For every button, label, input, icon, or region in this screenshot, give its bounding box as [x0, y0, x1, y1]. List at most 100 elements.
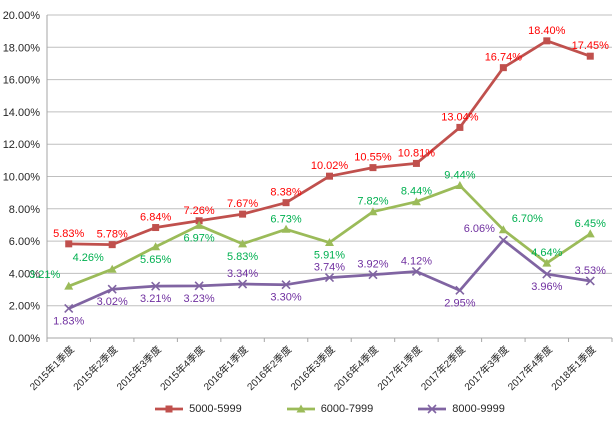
square-marker-icon: [586, 52, 594, 60]
data-label-6000-7999: 4.64%: [531, 247, 562, 259]
x-marker-icon: [194, 281, 204, 291]
data-label-5000-5999: 7.26%: [184, 205, 215, 217]
x-marker-icon: [151, 281, 161, 291]
square-marker-icon: [369, 164, 377, 172]
y-axis-tick-label: 16.00%: [3, 75, 41, 87]
data-label-6000-7999: 6.70%: [512, 213, 543, 225]
data-label-8000-9999: 6.06%: [464, 223, 495, 235]
data-label-8000-9999: 1.83%: [53, 315, 84, 327]
y-axis-tick-label: 14.00%: [3, 107, 41, 119]
data-label-6000-7999: 5.65%: [140, 254, 171, 266]
square-marker-icon: [108, 241, 116, 249]
data-label-5000-5999: 5.78%: [97, 229, 128, 241]
y-axis-tick-label: 8.00%: [9, 204, 40, 216]
triangle-marker-icon: [238, 239, 248, 248]
triangle-marker-icon: [64, 281, 74, 290]
x-marker-icon: [324, 273, 335, 283]
square-marker-icon: [65, 240, 73, 248]
data-label-5000-5999: 16.74%: [485, 52, 523, 64]
data-label-8000-9999: 3.30%: [270, 292, 301, 304]
data-label-5000-5999: 13.04%: [441, 111, 479, 123]
x-axis-tick-label: 2015年4季度: [157, 343, 207, 393]
x-marker-icon: [411, 266, 421, 277]
x-marker-icon: [281, 280, 291, 290]
data-label-5000-5999: 7.67%: [227, 198, 258, 210]
square-marker-icon: [239, 210, 247, 218]
x-axis-tick-label: 2018年1季度: [548, 343, 598, 393]
triangle-marker-icon: [325, 238, 334, 247]
data-label-5000-5999: 10.55%: [354, 152, 392, 164]
y-axis-tick-label: 2.00%: [9, 301, 40, 313]
square-marker-icon: [499, 64, 507, 72]
y-axis-tick-label: 4.00%: [9, 268, 40, 280]
data-label-8000-9999: 4.12%: [401, 255, 432, 267]
triangle-marker-icon: [498, 225, 508, 234]
legend-label: 6000-7999: [320, 403, 374, 415]
x-axis-tick-label: 2015年3季度: [114, 343, 164, 393]
x-marker-icon: [427, 404, 437, 414]
square-marker-icon: [282, 199, 290, 207]
x-axis-tick-label: 2016年3季度: [288, 343, 338, 393]
square-marker-icon: [155, 405, 184, 413]
legend-item-5000-5999: 5000-5999: [154, 403, 242, 415]
x-axis-tick-label: 2015年1季度: [27, 343, 77, 393]
triangle-marker-icon: [368, 207, 378, 216]
square-marker-icon: [543, 37, 551, 45]
data-label-5000-5999: 18.40%: [528, 25, 566, 37]
triangle-marker-icon: [151, 242, 161, 251]
data-label-8000-9999: 3.23%: [184, 293, 215, 305]
data-label-8000-9999: 3.92%: [357, 259, 388, 271]
x-axis-tick-label: 2017年1季度: [374, 343, 424, 393]
x-marker-icon: [368, 270, 378, 280]
x-marker-icon: [64, 303, 74, 314]
triangle-marker-icon: [281, 224, 291, 233]
data-label-8000-9999: 3.96%: [531, 281, 562, 293]
data-label-6000-7999: 8.44%: [401, 186, 432, 198]
data-label-6000-7999: 5.83%: [227, 251, 258, 263]
legend-label: 8000-9999: [452, 403, 505, 415]
data-label-8000-9999: 3.34%: [227, 268, 258, 280]
data-label-6000-7999: 3.21%: [29, 269, 60, 281]
square-marker-icon: [165, 405, 173, 413]
data-label-6000-7999: 4.26%: [73, 252, 104, 264]
y-axis-tick-label: 0.00%: [9, 333, 40, 345]
plot-area: 0.00% 2.00% 4.00% 6.00% 8.00% 10.00% 12.00% 14.…: [3, 10, 613, 393]
data-label-6000-7999: 6.73%: [270, 213, 301, 225]
x-marker-icon: [238, 279, 248, 289]
square-marker-icon: [456, 123, 464, 131]
x-marker-icon: [455, 285, 465, 295]
data-label-5000-5999: 6.84%: [140, 212, 171, 224]
y-axis-tick-label: 12.00%: [3, 139, 41, 151]
data-label-5000-5999: 10.02%: [311, 160, 349, 172]
data-label-6000-7999: 6.45%: [575, 218, 606, 230]
y-axis-tick-label: 10.00%: [3, 172, 41, 184]
data-label-6000-7999: 5.91%: [314, 250, 345, 262]
triangle-marker-icon: [107, 264, 117, 273]
triangle-marker-icon: [455, 181, 465, 190]
x-axis-tick-label: 2016年4季度: [331, 343, 381, 393]
data-label-8000-9999: 3.21%: [140, 293, 171, 305]
x-axis-tick-label: 2016年2季度: [244, 343, 294, 393]
square-marker-icon: [326, 172, 333, 180]
x-axis-tick-label: 2017年3季度: [461, 343, 511, 393]
data-label-5000-5999: 8.38%: [270, 187, 301, 199]
x-marker-icon: [585, 276, 595, 286]
y-axis-tick-label: 18.00%: [3, 42, 41, 54]
square-marker-icon: [152, 224, 160, 232]
data-label-6000-7999: 6.97%: [184, 232, 215, 244]
data-label-6000-7999: 9.44%: [444, 170, 475, 182]
triangle-marker-icon: [585, 229, 595, 238]
triangle-marker-icon: [296, 404, 306, 413]
data-label-5000-5999: 5.83%: [53, 228, 84, 240]
triangle-marker-icon: [411, 197, 421, 206]
x-marker-icon: [418, 404, 447, 414]
data-label-6000-7999: 7.82%: [357, 196, 388, 208]
data-label-8000-9999: 3.53%: [575, 265, 606, 277]
x-marker-icon: [498, 235, 508, 245]
square-marker-icon: [412, 159, 420, 167]
x-axis-tick-label: 2017年4季度: [505, 343, 555, 393]
data-label-8000-9999: 3.74%: [314, 262, 345, 274]
x-marker-icon: [107, 284, 117, 294]
legend-label: 5000-5999: [189, 403, 242, 415]
